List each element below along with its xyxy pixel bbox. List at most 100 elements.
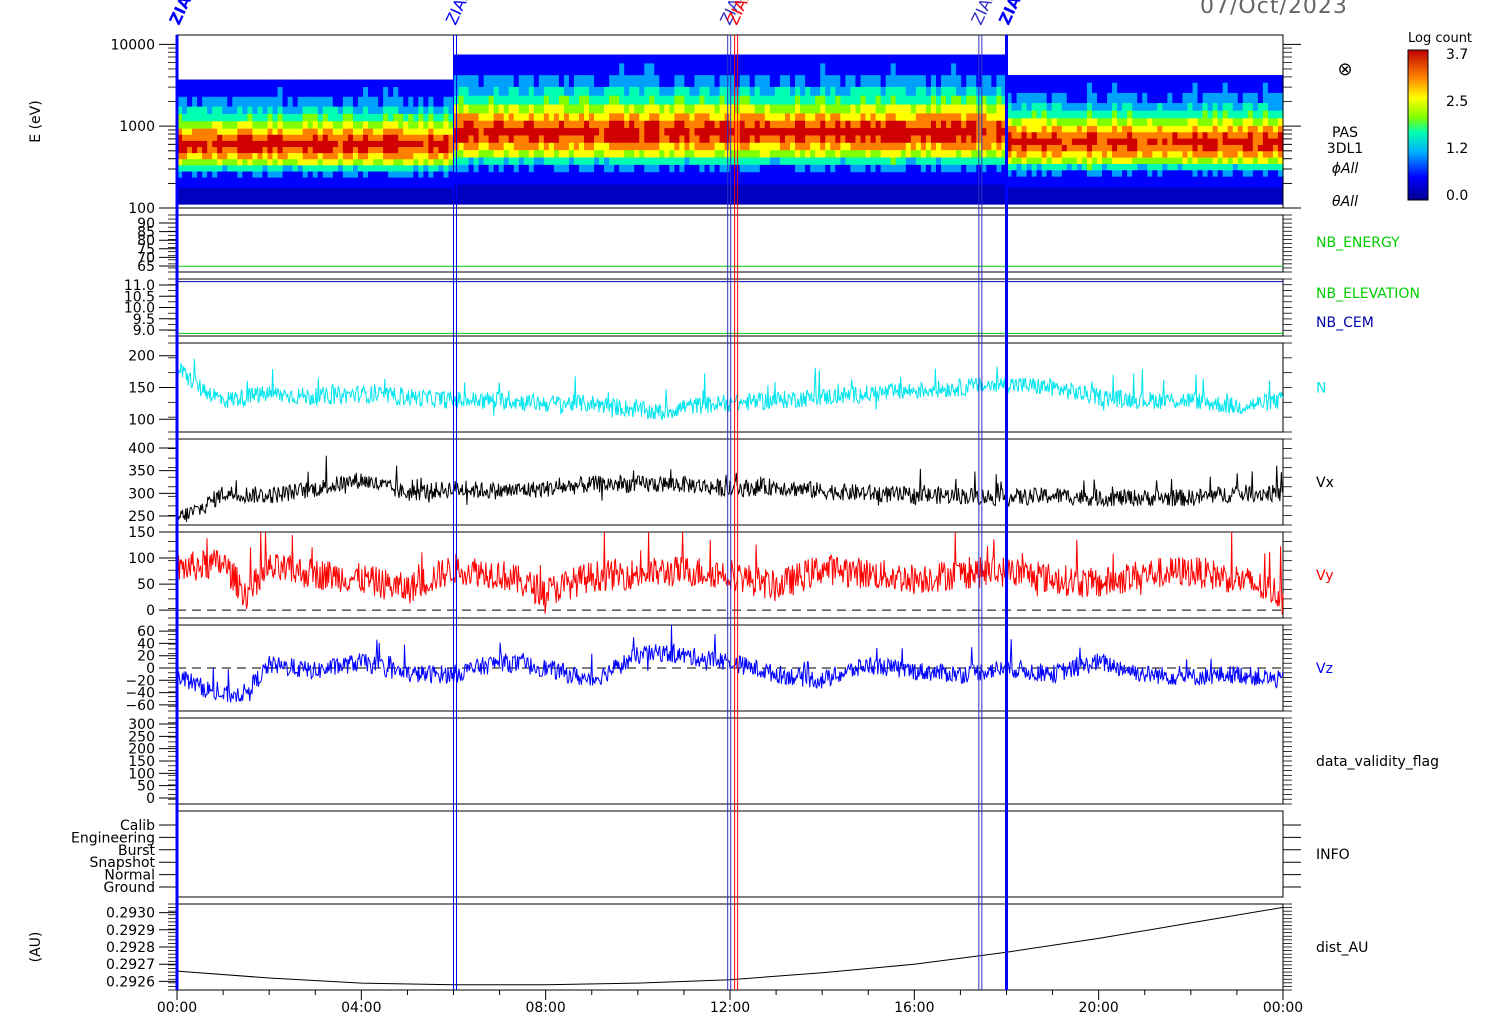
- spectrogram-cell: [1051, 118, 1058, 127]
- spectrogram-cell: [503, 54, 510, 64]
- spectrogram-cell: [614, 113, 620, 122]
- spectrogram-cell: [578, 142, 585, 151]
- spectrogram-cell: [900, 150, 907, 159]
- spectrogram-cell: [483, 86, 490, 97]
- spectrogram-cell: [905, 135, 912, 144]
- spectrogram-cell: [528, 135, 535, 144]
- spectrogram-cell: [232, 147, 238, 154]
- spectrogram-cell: [749, 128, 756, 137]
- spectrogram-cell: [222, 87, 228, 98]
- spectrogram-cell: [966, 150, 972, 159]
- spectrogram-cell: [558, 142, 565, 151]
- spectrogram-cell: [1172, 92, 1179, 104]
- spectrogram-cell: [1167, 151, 1173, 159]
- spectrogram-cell: [478, 63, 485, 76]
- spectrogram-cell: [1011, 132, 1018, 140]
- spectrogram-cell: [488, 113, 495, 122]
- spectrogram-cell: [312, 87, 319, 98]
- spectrogram-cell: [413, 87, 419, 98]
- spectrogram-cell: [991, 128, 998, 137]
- spectrogram-cell: [237, 171, 243, 179]
- spectrogram-cell: [468, 95, 475, 106]
- spectrogram-cell: [981, 135, 987, 144]
- spectrogram-cell: [433, 113, 440, 122]
- spectrogram-cell: [1217, 151, 1224, 159]
- spectrogram-cell: [438, 165, 445, 173]
- spectrogram-cell: [1152, 103, 1158, 112]
- spectrogram-cell: [825, 150, 831, 159]
- spectrogram-cell: [227, 121, 233, 130]
- spectrogram-cell: [267, 171, 274, 179]
- spectrogram-cell: [393, 171, 399, 179]
- spectrogram-cell: [654, 128, 660, 137]
- spectrogram-cell: [1076, 176, 1083, 188]
- spectrogram-cell: [900, 157, 907, 166]
- spectrogram-cell: [1096, 170, 1103, 178]
- spectrogram-cell: [528, 157, 535, 166]
- spectrogram-cell: [1212, 176, 1219, 188]
- spectrogram-cell: [1272, 170, 1279, 178]
- spectrogram-cell: [644, 120, 650, 129]
- spectrogram-cell: [654, 157, 660, 166]
- spectrogram-cell: [1127, 92, 1133, 104]
- spectrogram-cell: [508, 86, 515, 97]
- spectrogram-cell: [433, 128, 440, 136]
- colorbar-tick-label: 0.0: [1446, 188, 1468, 204]
- spectrogram-cell: [327, 106, 334, 115]
- spectrogram-cell: [885, 86, 892, 97]
- spectrogram-cell: [674, 86, 680, 97]
- spectrogram-cell: [865, 172, 872, 185]
- spectrogram-cell: [438, 177, 445, 189]
- spectrogram-cell: [629, 63, 635, 76]
- spectrogram-cell: [558, 63, 565, 76]
- spectrogram-cell: [327, 171, 334, 179]
- spectrogram-cell: [363, 79, 369, 88]
- spectrogram-cell: [679, 142, 686, 151]
- spectrogram-cell: [850, 157, 857, 166]
- spectrogram-cell: [614, 104, 620, 114]
- spectrogram-cell: [805, 75, 811, 88]
- spectrogram-cell: [398, 79, 404, 88]
- spectrogram-cell: [523, 120, 530, 129]
- spectrogram-cell: [986, 95, 992, 106]
- spectrogram-cell: [1257, 125, 1264, 133]
- spectrogram-cell: [910, 120, 917, 129]
- spectrogram-cell: [473, 104, 480, 114]
- spectrogram-cell: [1222, 157, 1229, 165]
- spectrogram-cell: [1142, 75, 1148, 84]
- spectrogram-cell: [1046, 82, 1053, 94]
- spectrogram-cell: [483, 172, 490, 185]
- spectrogram-cell: [629, 113, 635, 122]
- spectrogram-cell: [413, 96, 419, 108]
- spectrogram-cell: [1262, 144, 1269, 152]
- spectrogram-cell: [961, 113, 967, 122]
- spectrogram-cell: [1162, 103, 1168, 112]
- spectrogram-cell: [1262, 176, 1269, 188]
- spectrogram-cell: [619, 164, 625, 173]
- spectrogram-cell: [941, 54, 947, 64]
- spectrogram-cell: [242, 106, 248, 115]
- spectrogram-cell: [905, 95, 912, 106]
- spectrogram-cell: [930, 86, 937, 97]
- spectrogram-cell: [408, 128, 414, 136]
- spectrogram-cell: [1081, 132, 1088, 140]
- spectrogram-cell: [1086, 92, 1093, 104]
- spectrogram-cell: [769, 120, 776, 129]
- spectrogram-cell: [749, 120, 756, 129]
- spectrogram-cell: [513, 104, 520, 114]
- spectrogram-cell: [1137, 170, 1143, 178]
- spectrogram-cell: [1182, 163, 1189, 171]
- spectrogram-cell: [192, 121, 198, 130]
- spectrogram-cell: [503, 135, 510, 144]
- spectrogram-cell: [463, 75, 470, 88]
- spectrogram-cell: [805, 172, 811, 185]
- spectrogram-cell: [936, 86, 942, 97]
- spectrogram-cell: [518, 142, 525, 151]
- spectrogram-cell: [820, 164, 826, 173]
- spectrogram-cell: [232, 113, 238, 122]
- spectrogram-cell: [1137, 92, 1143, 104]
- spectrogram-cell: [197, 159, 203, 166]
- spectrogram-cell: [192, 140, 198, 148]
- spectrogram-cell: [649, 113, 655, 122]
- xaxis-tick-label: 20:00: [1078, 1000, 1118, 1016]
